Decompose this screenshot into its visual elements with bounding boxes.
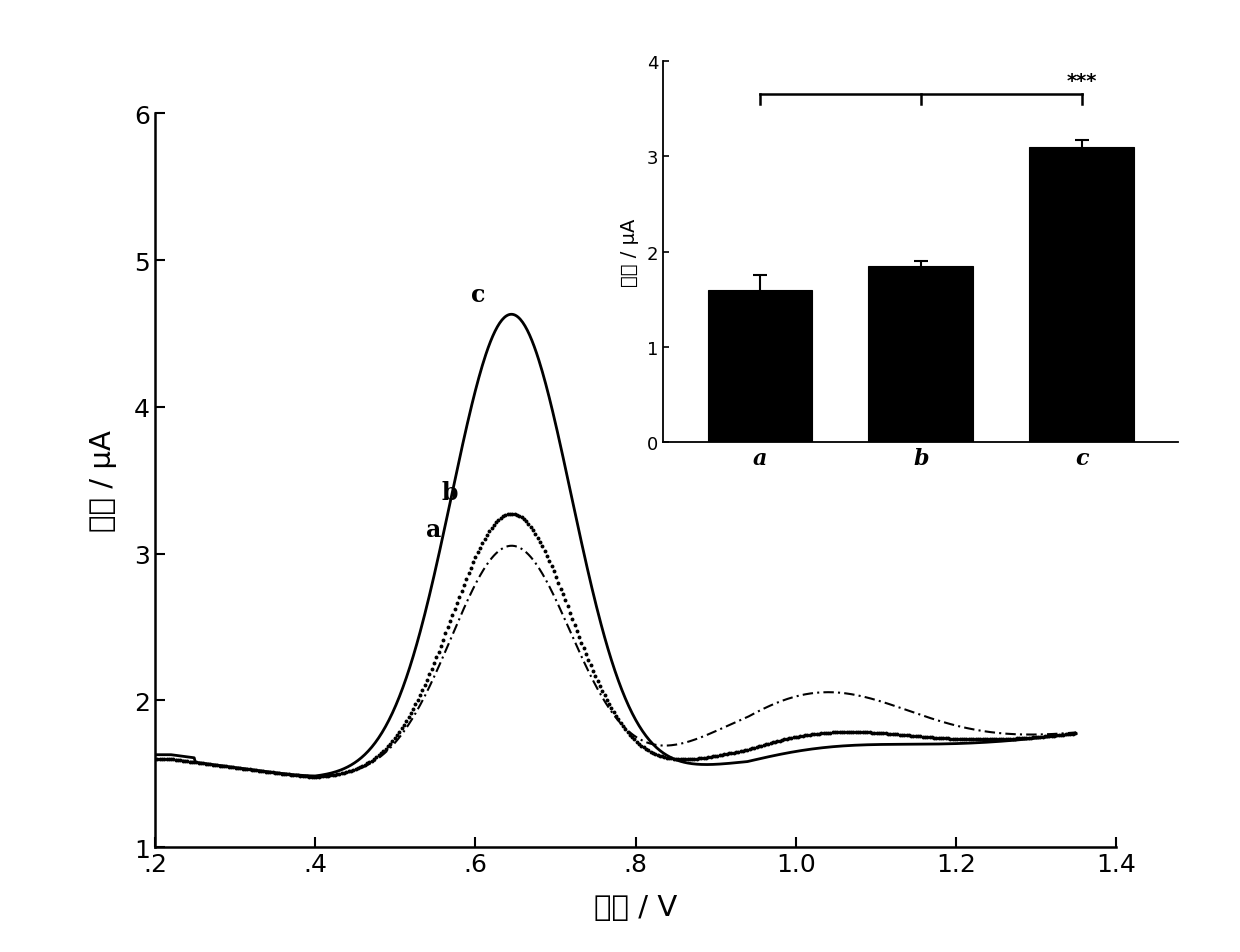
Bar: [1029, 148, 1133, 443]
Text: b: b: [441, 481, 459, 505]
X-axis label: 电压 / V: 电压 / V: [594, 893, 677, 921]
Text: c: c: [471, 283, 486, 307]
Y-axis label: 电流 / μA: 电流 / μA: [89, 430, 118, 531]
Bar: [868, 267, 973, 443]
Text: a: a: [425, 518, 441, 542]
Text: ***: ***: [1066, 72, 1096, 91]
Y-axis label: 电流 / μA: 电流 / μA: [620, 218, 639, 287]
Bar: [708, 290, 812, 443]
